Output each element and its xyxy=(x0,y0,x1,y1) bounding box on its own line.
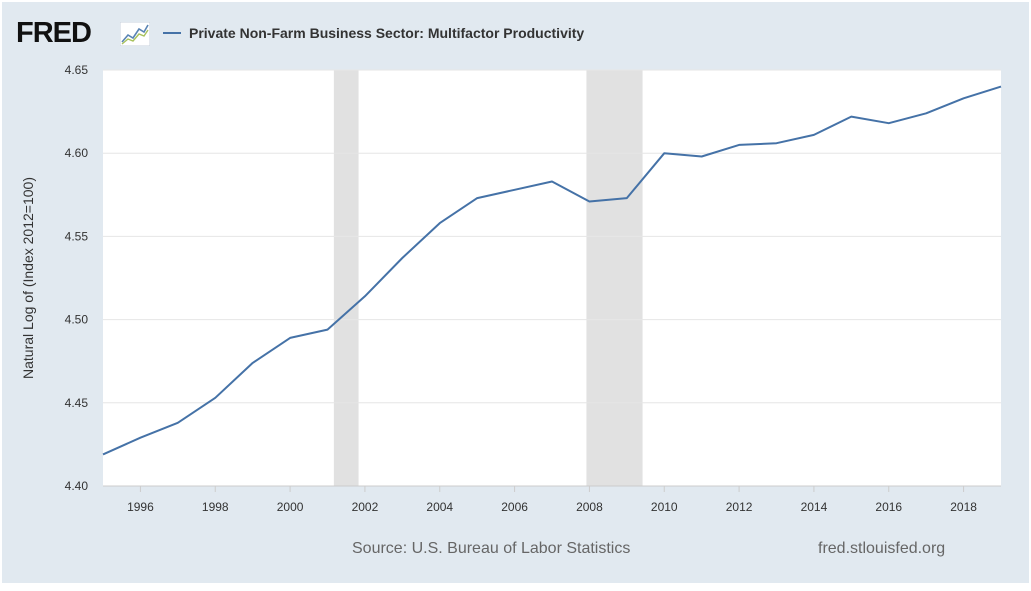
x-tick-label: 1998 xyxy=(202,500,229,514)
series-line-1[interactable] xyxy=(102,85,1002,456)
y-tick-label: 4.65 xyxy=(65,63,89,77)
series-layer xyxy=(99,83,1005,458)
legend-swatch xyxy=(163,32,181,34)
data-point[interactable] xyxy=(211,394,219,402)
data-point[interactable] xyxy=(847,113,855,121)
gridlines xyxy=(103,69,1001,487)
fred-logo[interactable]: FRED xyxy=(16,17,92,49)
data-point[interactable] xyxy=(922,109,930,117)
data-point[interactable] xyxy=(174,419,182,427)
x-tick-label: 2012 xyxy=(726,500,753,514)
data-point[interactable] xyxy=(136,434,144,442)
x-tick-label: 2018 xyxy=(950,500,977,514)
x-tick-label: 2006 xyxy=(501,500,528,514)
x-tick-label: 2002 xyxy=(352,500,379,514)
line-graph-icon xyxy=(120,22,150,46)
data-point[interactable] xyxy=(324,326,332,334)
data-point[interactable] xyxy=(773,139,781,147)
data-point[interactable] xyxy=(885,119,893,127)
data-point[interactable] xyxy=(548,177,556,185)
recession-bands xyxy=(333,70,643,486)
data-point[interactable] xyxy=(361,292,369,300)
x-tick-label: 2004 xyxy=(426,500,453,514)
recession-band-2 xyxy=(586,70,643,486)
x-tick-label: 2014 xyxy=(801,500,828,514)
data-point[interactable] xyxy=(623,194,631,202)
recession-band-1 xyxy=(333,70,359,486)
data-point[interactable] xyxy=(735,141,743,149)
x-tick-label: 2016 xyxy=(875,500,902,514)
x-tick-label: 2008 xyxy=(576,500,603,514)
y-axis-title: Natural Log of (Index 2012=100) xyxy=(20,177,36,379)
data-point[interactable] xyxy=(398,254,406,262)
data-point[interactable] xyxy=(810,131,818,139)
x-tick-label: 1996 xyxy=(127,500,154,514)
y-tick-label: 4.50 xyxy=(65,313,89,327)
source-note: Source: U.S. Bureau of Labor Statistics xyxy=(352,540,631,557)
data-point[interactable] xyxy=(960,94,968,102)
data-point[interactable] xyxy=(698,153,706,161)
y-tick-label: 4.55 xyxy=(65,229,89,243)
x-tick-label: 2010 xyxy=(651,500,678,514)
legend[interactable]: Private Non-Farm Business Sector: Multif… xyxy=(163,22,584,44)
data-point[interactable] xyxy=(585,197,593,205)
data-point[interactable] xyxy=(99,450,107,458)
data-point[interactable] xyxy=(660,149,668,157)
site-link[interactable]: fred.stlouisfed.org xyxy=(818,540,946,557)
y-tick-label: 4.45 xyxy=(65,396,89,410)
x-tick-label: 2000 xyxy=(277,500,304,514)
y-tick-label: 4.60 xyxy=(65,146,89,160)
y-tick-label: 4.40 xyxy=(65,479,89,493)
data-point[interactable] xyxy=(286,334,294,342)
data-point[interactable] xyxy=(436,219,444,227)
data-point[interactable] xyxy=(997,83,1005,91)
data-point[interactable] xyxy=(511,186,519,194)
plot-area xyxy=(103,70,1001,486)
x-axis-ticks: 1996 1998 2000 2002 2004 2006 2008 2010 2012 2014… xyxy=(103,485,1001,514)
data-point[interactable] xyxy=(249,359,257,367)
data-point[interactable] xyxy=(473,194,481,202)
y-axis-ticks: 4.40 4.45 4.50 4.55 4.60 4.65 xyxy=(65,63,89,493)
legend-label: Private Non-Farm Business Sector: Multif… xyxy=(189,25,585,41)
